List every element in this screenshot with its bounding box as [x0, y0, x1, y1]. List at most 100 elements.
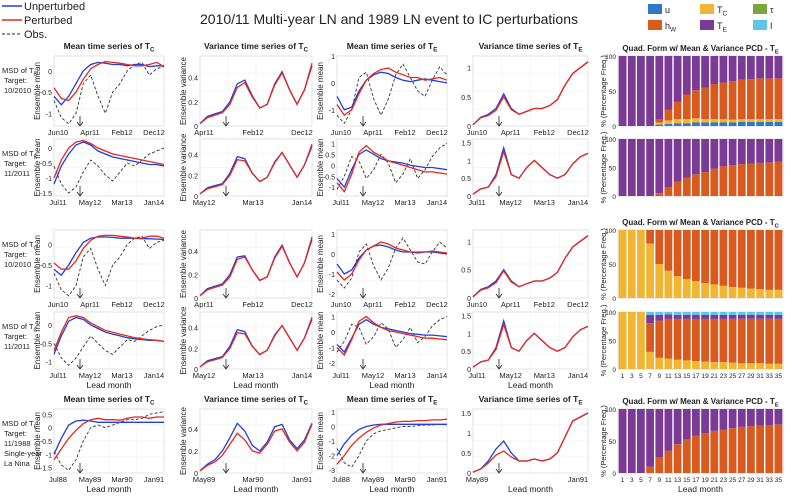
- y-tick-label: 0: [48, 426, 52, 433]
- quad-x-tick: 13: [674, 477, 682, 484]
- quad-legend-item-3: hW: [648, 20, 677, 34]
- y-axis-label: Ensemble mean: [33, 139, 42, 197]
- x-tick-label: Dec12: [291, 300, 313, 309]
- quad-panel-title-sub: E: [775, 402, 779, 408]
- bar-segment-T_E: [719, 314, 728, 319]
- panel-title: Variance time series of TE: [479, 394, 583, 407]
- y-tick-label: 0.4: [188, 427, 198, 434]
- quad-panel-r0: 0 50 100% (Percentage Freq.) Quad. Form w/ …: [599, 44, 784, 131]
- bar-segment-T_C: [682, 279, 691, 298]
- bar-segment-T_C: [765, 363, 774, 369]
- bar-segment-T_E: [646, 409, 654, 467]
- bar-segment-T_E: [682, 56, 691, 95]
- quad-x-tick: 21: [711, 477, 719, 484]
- y-tick-label: 0.5: [42, 412, 52, 419]
- y-tick-label: 0: [331, 81, 335, 88]
- bar-segment-h_W: [765, 78, 774, 119]
- bar-segment-T_C: [728, 287, 737, 298]
- series-obs: [336, 143, 448, 190]
- quad-x-tick: 35: [775, 477, 783, 484]
- bar-segment-u: [756, 121, 764, 126]
- x-axis-label: Lead month: [508, 484, 553, 494]
- bar-segment-T_E: [719, 139, 728, 167]
- panel-title-sub: E: [433, 400, 437, 407]
- quad-legend-label-sub: C: [723, 11, 728, 18]
- x-tick-label: Jul11: [468, 198, 485, 207]
- y-tick-label: -2: [329, 361, 335, 368]
- bar-segment-h_W: [673, 444, 682, 473]
- figure-title: 2010/11 Multi-year LN and 1989 LN event …: [200, 11, 578, 27]
- y-tick-label: 1: [467, 158, 471, 165]
- quad-plot-area: [617, 229, 784, 299]
- start-arrow-icon: [222, 359, 230, 370]
- bar-segment-h_W: [765, 425, 774, 473]
- x-tick-label: Apr11: [194, 300, 213, 309]
- x-axis-label: Lead month: [87, 484, 132, 494]
- panel-title-sub: C: [150, 400, 155, 407]
- series-unperturbed: [199, 422, 313, 472]
- start-arrow-icon: [76, 463, 84, 474]
- x-tick-label: Jun10: [467, 128, 487, 137]
- bar-segment-T_E: [692, 314, 700, 319]
- row-label-msd-main: MSD of T: [2, 240, 34, 249]
- bar-segment-T_E: [756, 56, 764, 79]
- bar-segment-h_W: [728, 165, 737, 196]
- quad-x-tick: 33: [766, 477, 774, 484]
- quad-y-axis-label: % (Percentage Freq.): [599, 131, 608, 203]
- x-tick-label: Jan14: [568, 198, 588, 207]
- series-unperturbed: [53, 419, 164, 455]
- bar-segment-T_C: [756, 119, 764, 122]
- x-tick-label: Mar13: [534, 371, 555, 380]
- x-tick-label: Dec12: [567, 128, 589, 137]
- quad-plot-area: [617, 408, 784, 474]
- quad-x-axis-label: Lead month: [678, 484, 723, 494]
- bar-segment-h_W: [728, 230, 737, 288]
- quad-x-tick: 31: [756, 373, 764, 380]
- y-axis-label: Ensemble variance: [179, 229, 188, 298]
- row-label-target-label: Target:: [4, 76, 27, 85]
- bar-segment-T_E: [710, 409, 719, 431]
- quad-x-tick: 17: [692, 477, 700, 484]
- bar-segment-T_E: [719, 409, 728, 430]
- y-tick-label: 1: [331, 54, 335, 61]
- bar-segment-h_W: [701, 318, 709, 362]
- y-axis-label: Ensemble mean: [316, 235, 325, 293]
- bar-segment-u: [664, 123, 673, 126]
- y-tick-label: -0.5: [323, 174, 335, 181]
- y-axis-label: Ensemble mean: [33, 412, 42, 470]
- y-tick-label: 0: [194, 471, 198, 478]
- quad-legend-swatch: [700, 20, 714, 30]
- bar-segment-T_C: [701, 361, 709, 369]
- panel-title-sub: E: [578, 400, 582, 407]
- quad-panel-title-main: Quad. Form w/ Mean & Variance PCD - T: [622, 397, 775, 406]
- bar-segment-h_W: [692, 174, 700, 196]
- bar-segment-h_W: [682, 439, 691, 473]
- bar-segment-T_C: [627, 312, 636, 369]
- bar-segment-h_W: [719, 82, 728, 119]
- x-tick-label: Jun10: [331, 300, 351, 309]
- x-tick-label: Feb12: [111, 300, 132, 309]
- quad-panel-title-sub: E: [775, 49, 779, 55]
- line-panel-r1-c0: Jul11 May12 Mar13 Jan14 -1.5 -1 -0.5 0 Ensemble …: [33, 139, 165, 207]
- series-perturbed: [53, 315, 165, 351]
- series-perturbed: [199, 236, 313, 297]
- bar-segment-h_W: [719, 429, 728, 473]
- y-tick-label: 1: [331, 315, 335, 322]
- bar-segment-T_C: [719, 362, 728, 369]
- x-tick-label: Jun10: [467, 300, 487, 309]
- quad-panel-r4: 0 50 100% (Percentage Freq.) Quad. Form w/ …: [599, 397, 784, 494]
- bar-segment-T_E: [655, 314, 664, 321]
- y-tick-label: 0.4: [188, 76, 198, 83]
- series-perturbed: [53, 416, 164, 461]
- bar-segment-h_W: [765, 318, 774, 364]
- bar-segment-u: [719, 122, 728, 126]
- row-label-extra: La Nina: [4, 459, 31, 468]
- y-tick-label: 0: [331, 424, 335, 431]
- bar-segment-h_W: [664, 450, 673, 473]
- bar-segment-h_W: [710, 318, 719, 363]
- bar-segment-h_W: [747, 79, 755, 119]
- line-panel-r4-c2: Mean time series of TE Jul88 May89 Mar90 Jan…: [316, 394, 448, 494]
- bar-segment-T_C: [737, 287, 746, 298]
